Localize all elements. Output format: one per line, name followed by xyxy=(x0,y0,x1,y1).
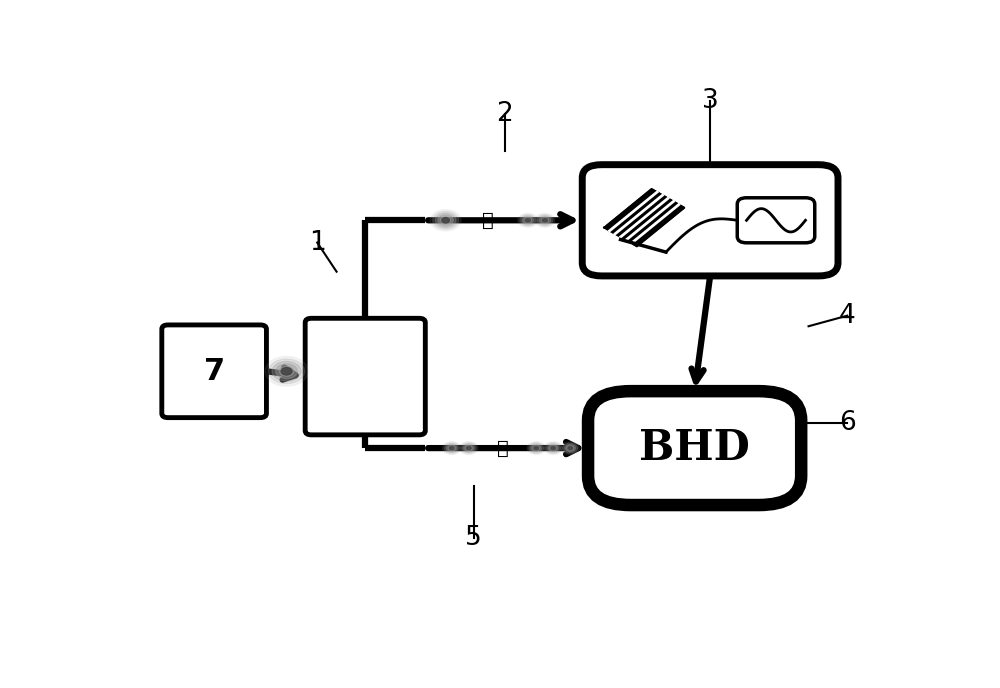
Circle shape xyxy=(542,219,547,222)
Circle shape xyxy=(563,443,578,453)
Circle shape xyxy=(443,219,448,222)
Circle shape xyxy=(433,211,459,229)
Circle shape xyxy=(532,446,540,451)
Circle shape xyxy=(463,444,474,452)
Circle shape xyxy=(568,447,573,450)
Circle shape xyxy=(276,364,297,378)
Circle shape xyxy=(465,446,472,451)
Circle shape xyxy=(522,216,534,224)
Text: 或: 或 xyxy=(482,211,494,230)
Circle shape xyxy=(442,442,461,455)
Circle shape xyxy=(466,447,471,450)
Circle shape xyxy=(446,444,457,452)
FancyBboxPatch shape xyxy=(582,164,838,276)
Circle shape xyxy=(435,213,456,227)
FancyBboxPatch shape xyxy=(305,319,425,435)
Text: 或: 或 xyxy=(497,438,509,458)
Circle shape xyxy=(449,447,454,450)
Circle shape xyxy=(283,369,290,374)
Circle shape xyxy=(520,215,536,226)
Circle shape xyxy=(565,444,576,452)
Circle shape xyxy=(524,217,532,223)
Text: 4: 4 xyxy=(839,303,856,329)
Circle shape xyxy=(534,447,538,450)
Circle shape xyxy=(529,443,544,453)
FancyBboxPatch shape xyxy=(737,197,815,243)
Circle shape xyxy=(541,217,549,223)
Circle shape xyxy=(272,361,301,381)
FancyBboxPatch shape xyxy=(162,325,266,418)
Circle shape xyxy=(467,447,471,449)
Circle shape xyxy=(269,359,305,384)
Text: BHD: BHD xyxy=(639,427,750,469)
Circle shape xyxy=(551,447,556,450)
Circle shape xyxy=(535,213,555,227)
Circle shape xyxy=(525,219,530,222)
Circle shape xyxy=(265,356,308,386)
Text: 7: 7 xyxy=(204,357,225,386)
Circle shape xyxy=(548,444,559,452)
Circle shape xyxy=(537,215,553,226)
Circle shape xyxy=(534,447,538,449)
Circle shape xyxy=(549,446,557,451)
Circle shape xyxy=(430,210,461,231)
Circle shape xyxy=(442,217,450,223)
Circle shape xyxy=(544,442,562,455)
Text: 3: 3 xyxy=(702,88,718,114)
Circle shape xyxy=(444,443,459,453)
Text: 1: 1 xyxy=(309,230,326,255)
Circle shape xyxy=(450,447,454,449)
Text: 5: 5 xyxy=(465,525,482,551)
Circle shape xyxy=(281,367,292,375)
Circle shape xyxy=(440,217,451,224)
Circle shape xyxy=(526,219,530,222)
Text: 6: 6 xyxy=(839,409,856,436)
Circle shape xyxy=(527,442,545,455)
Text: 2: 2 xyxy=(496,101,513,127)
Circle shape xyxy=(539,216,551,224)
Circle shape xyxy=(568,447,572,449)
Circle shape xyxy=(531,444,542,452)
FancyBboxPatch shape xyxy=(588,391,801,505)
Circle shape xyxy=(438,215,453,226)
Circle shape xyxy=(567,446,574,451)
Circle shape xyxy=(459,442,478,455)
Circle shape xyxy=(561,442,580,455)
Circle shape xyxy=(448,446,455,451)
Circle shape xyxy=(543,219,547,222)
Circle shape xyxy=(461,443,476,453)
Circle shape xyxy=(546,443,561,453)
Polygon shape xyxy=(604,189,684,246)
Circle shape xyxy=(518,213,538,227)
Circle shape xyxy=(279,366,294,376)
Circle shape xyxy=(551,447,555,449)
